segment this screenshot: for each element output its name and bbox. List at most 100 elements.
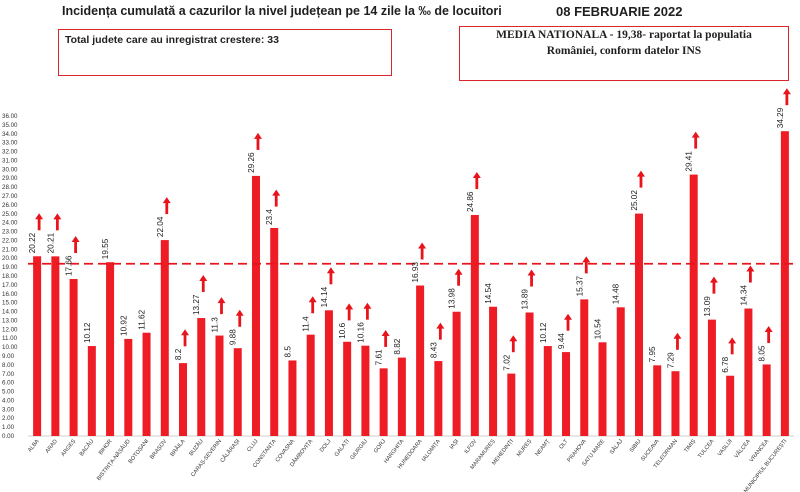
bar bbox=[33, 256, 42, 436]
increase-arrow-shaft bbox=[366, 307, 369, 320]
increase-arrow bbox=[363, 302, 372, 320]
increase-arrow-head bbox=[35, 213, 44, 220]
bar bbox=[51, 256, 60, 436]
increase-arrow-shaft bbox=[676, 337, 679, 350]
bar bbox=[525, 312, 534, 436]
bar bbox=[489, 306, 498, 436]
category-label: BISTRIȚA-NĂSĂUD bbox=[95, 438, 132, 482]
bar bbox=[616, 307, 625, 436]
value-label: 10.6 bbox=[338, 322, 347, 338]
bar bbox=[543, 346, 552, 436]
bar bbox=[397, 357, 406, 436]
y-tick-label: 16.00 bbox=[2, 291, 18, 298]
bar bbox=[179, 363, 188, 436]
value-label: 17.66 bbox=[65, 255, 74, 276]
y-tick-label: 23.00 bbox=[2, 229, 18, 236]
category-label: ARAD bbox=[45, 439, 59, 455]
increase-arrow-shaft bbox=[639, 175, 643, 188]
increase-arrow-shaft bbox=[457, 273, 460, 286]
increase-arrow-head bbox=[199, 275, 208, 282]
increase-arrow-shaft bbox=[530, 274, 533, 287]
category-label: MUREȘ bbox=[516, 438, 533, 458]
increase-arrow-head bbox=[235, 309, 244, 316]
category-label: VÂLCEA bbox=[733, 438, 752, 460]
y-tick-label: 35.00 bbox=[2, 122, 18, 129]
category-label: BACĂU bbox=[78, 438, 95, 458]
category-label: IAȘI bbox=[449, 438, 461, 450]
increase-arrow bbox=[71, 236, 80, 254]
value-label: 11.62 bbox=[138, 309, 147, 329]
increase-arrow-head bbox=[71, 236, 80, 243]
increase-arrow bbox=[181, 329, 190, 347]
bar bbox=[507, 373, 516, 436]
bar bbox=[215, 335, 224, 436]
increase-arrow-head bbox=[162, 197, 171, 204]
y-tick-label: 13.00 bbox=[2, 317, 18, 324]
category-label: SĂLAJ bbox=[608, 438, 624, 456]
bar bbox=[707, 319, 716, 436]
y-tick-label: 32.00 bbox=[2, 149, 18, 156]
category-label: BRĂILA bbox=[169, 438, 187, 458]
bar bbox=[562, 352, 571, 436]
increase-arrow-head bbox=[345, 303, 354, 310]
value-label: 29.41 bbox=[685, 151, 694, 172]
increase-arrow bbox=[235, 309, 244, 327]
y-tick-label: 25.00 bbox=[2, 211, 18, 218]
category-label: IALOMIȚA bbox=[421, 438, 442, 462]
increase-arrow-head bbox=[709, 276, 718, 283]
increase-arrow-head bbox=[253, 132, 262, 139]
increase-arrow-shaft bbox=[785, 93, 789, 106]
bar bbox=[379, 368, 388, 436]
bar bbox=[288, 360, 297, 436]
increase-arrow bbox=[35, 213, 44, 231]
y-tick-label: 20.00 bbox=[2, 255, 18, 262]
increase-arrow-head bbox=[527, 269, 536, 276]
category-label: TULCEA bbox=[697, 438, 715, 459]
increase-arrow-head bbox=[308, 296, 317, 303]
category-label: GORJ bbox=[373, 438, 387, 454]
value-label: 10.92 bbox=[119, 315, 128, 336]
value-label: 11.3 bbox=[211, 317, 220, 333]
value-label: 7.61 bbox=[375, 349, 384, 365]
y-tick-label: 12.00 bbox=[2, 326, 18, 333]
value-label: 24.86 bbox=[466, 191, 475, 212]
increase-arrow-shaft bbox=[74, 241, 77, 254]
increase-arrow bbox=[418, 242, 427, 260]
increase-arrow-shaft bbox=[712, 281, 716, 294]
increase-arrow bbox=[345, 303, 354, 321]
y-tick-label: 0.00 bbox=[2, 433, 15, 440]
category-label: ARGEȘ bbox=[60, 438, 77, 457]
increase-arrow bbox=[436, 322, 445, 340]
bar bbox=[251, 175, 260, 436]
increase-arrow-head bbox=[564, 313, 573, 320]
bar bbox=[160, 240, 169, 436]
increase-arrow bbox=[527, 269, 536, 287]
bar bbox=[69, 279, 78, 436]
y-tick-label: 18.00 bbox=[2, 273, 18, 280]
increase-arrow-shaft bbox=[730, 342, 734, 355]
increase-arrow-shaft bbox=[256, 137, 260, 150]
increase-arrow-head bbox=[272, 189, 281, 196]
increase-arrow-head bbox=[509, 335, 518, 342]
bar bbox=[452, 311, 461, 436]
y-tick-label: 33.00 bbox=[2, 140, 18, 147]
increase-arrow-head bbox=[53, 213, 62, 220]
category-label: BRAȘOV bbox=[149, 438, 168, 460]
y-tick-label: 22.00 bbox=[2, 237, 18, 244]
bar bbox=[197, 318, 206, 436]
chart-title: Incidența cumulată a cazurilor la nivel … bbox=[62, 4, 502, 18]
increase-arrow bbox=[253, 132, 262, 150]
increase-arrow-head bbox=[472, 172, 481, 179]
y-tick-label: 15.00 bbox=[2, 300, 18, 307]
increase-arrow bbox=[326, 267, 335, 285]
bar bbox=[434, 361, 443, 436]
value-label: 14.48 bbox=[612, 283, 621, 304]
increase-arrow-head bbox=[636, 170, 645, 177]
value-label: 8.82 bbox=[393, 338, 402, 354]
y-tick-label: 6.00 bbox=[2, 380, 15, 387]
bar bbox=[653, 365, 662, 436]
value-label: 13.27 bbox=[192, 294, 201, 315]
increase-arrow-head bbox=[764, 326, 773, 333]
increase-arrow-head bbox=[363, 302, 372, 309]
